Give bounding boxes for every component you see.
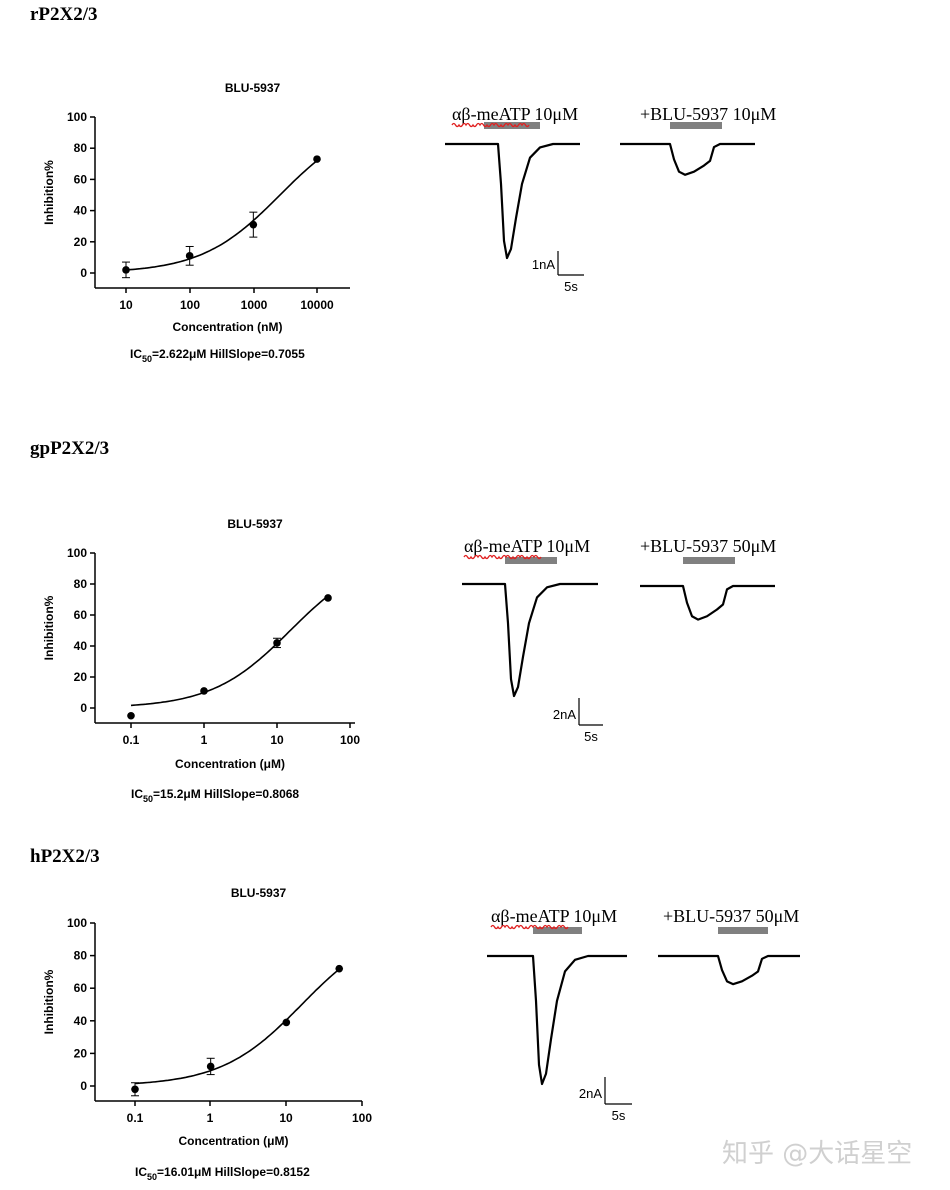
section3-spellcheck-underline — [490, 924, 569, 930]
chart3-caption-ic: IC — [135, 1165, 147, 1179]
chart3-y-axis-label: Inhibition% — [42, 969, 56, 1034]
chart2-x-tick-label-10: 10 — [270, 733, 284, 747]
section1-spellcheck-underline — [451, 122, 530, 128]
chart2-caption-ic: IC — [131, 787, 143, 801]
chart2-caption: IC50=15.2μM HillSlope=0.8068 — [131, 787, 299, 804]
chart3-y-tick-label-0: 0 — [80, 1079, 87, 1093]
chart3-fit-curve — [134, 968, 340, 1085]
chart1-data-point-0 — [122, 266, 130, 274]
chart3-x-tick-label-100: 100 — [352, 1111, 372, 1125]
watermark-text: 知乎 @大话星空 — [722, 1139, 912, 1169]
chart1-y-tick-label-20: 20 — [74, 235, 88, 249]
chart1-y-tick-label-60: 60 — [74, 172, 88, 186]
chart1-data-point-3 — [313, 155, 321, 163]
chart3-y-tick-label-60: 60 — [74, 981, 88, 995]
chart1-caption-ic: IC — [130, 347, 142, 361]
chart3-caption: IC50=16.01μM HillSlope=0.8152 — [135, 1165, 310, 1182]
section3-agonist-application-bar — [533, 927, 582, 934]
chart1-fit-curve — [125, 160, 318, 271]
chart2-x-axis-label: Concentration (μM) — [175, 757, 285, 771]
chart2-data-point-0 — [127, 711, 135, 720]
section2-antagonist-application-bar — [683, 557, 735, 564]
chart1-x-tick-label-100: 100 — [180, 298, 200, 312]
chart1-data-point-2 — [249, 220, 258, 229]
section2-agonist-application-bar — [505, 557, 557, 564]
section2-control-current-trace — [462, 582, 598, 698]
chart2-data-point-2 — [273, 639, 281, 647]
section2-spellcheck-underline — [463, 554, 542, 560]
chart2-title: BLU-5937 — [227, 517, 283, 531]
section3-scale-bar-time-label: 5s — [612, 1108, 626, 1123]
chart1-x-tick-label-10: 10 — [119, 298, 133, 312]
chart2-y-tick-label-40: 40 — [74, 639, 88, 653]
chart1-y-axis-label: Inhibition% — [42, 160, 56, 225]
chart1-caption: IC50=2.622μM HillSlope=0.7055 — [130, 347, 305, 364]
chart3-data-point-3 — [335, 964, 344, 973]
chart1-data-point-1 — [185, 252, 194, 260]
section1-scale-bar-time-label: 5s — [564, 279, 578, 294]
section2-blocked-current-trace — [640, 584, 775, 621]
chart3-x-tick-label-10: 10 — [279, 1111, 293, 1125]
chart1-x-axis-label: Concentration (nM) — [173, 320, 283, 334]
chart2-fit-curve — [130, 595, 329, 707]
chart3-x-tick-label-1: 1 — [207, 1111, 214, 1125]
chart1-y-tick-label-40: 40 — [74, 204, 88, 218]
chart1-x-tick-label-1000: 1000 — [241, 298, 268, 312]
section1-antagonist-label: +BLU-5937 10μM — [640, 104, 776, 124]
chart3-y-tick-label-80: 80 — [74, 949, 88, 963]
chart1-title: BLU-5937 — [225, 81, 281, 95]
chart3-caption-values: =16.01μM HillSlope=0.8152 — [157, 1165, 310, 1179]
chart2-y-tick-label-80: 80 — [74, 577, 88, 591]
chart3-x-axis-label: Concentration (μM) — [179, 1134, 289, 1148]
chart2-x-tick-label-0.1: 0.1 — [123, 733, 140, 747]
section1-blocked-current-trace — [620, 142, 755, 176]
section1-antagonist-application-bar — [670, 122, 722, 129]
section3-control-current-trace — [487, 954, 627, 1086]
chart1-y-tick-label-100: 100 — [67, 110, 87, 124]
chart2-y-tick-label-0: 0 — [80, 701, 87, 715]
section3-antagonist-application-bar — [718, 927, 768, 934]
chart1-y-tick-label-80: 80 — [74, 141, 88, 155]
chart2-y-axis-label: Inhibition% — [42, 595, 56, 660]
chart1-x-tick-label-10000: 10000 — [300, 298, 334, 312]
chart3-data-point-1 — [206, 1062, 215, 1071]
chart2-y-tick-label-60: 60 — [74, 608, 88, 622]
chart3-y-tick-label-20: 20 — [74, 1046, 88, 1060]
section1-agonist-label: αβ-meATP 10μM — [452, 104, 578, 124]
section-title-hp2x23: hP2X2/3 — [30, 846, 100, 867]
chart2-data-point-3 — [324, 594, 332, 602]
chart2-x-tick-label-100: 100 — [340, 733, 360, 747]
chart2-caption-sub: 50 — [143, 794, 153, 804]
chart3-x-tick-label-0.1: 0.1 — [127, 1111, 144, 1125]
chart1-caption-values: =2.622μM HillSlope=0.7055 — [152, 347, 305, 361]
chart3-data-point-2 — [282, 1018, 291, 1027]
section2-antagonist-label: +BLU-5937 50μM — [640, 536, 776, 556]
chart3-y-tick-label-100: 100 — [67, 916, 87, 930]
chart2-y-tick-label-100: 100 — [67, 546, 87, 560]
chart3-caption-sub: 50 — [147, 1172, 157, 1182]
section1-scale-bar-current-label: 1nA — [532, 257, 555, 272]
chart2-data-point-1 — [200, 687, 208, 695]
chart2-x-tick-label-1: 1 — [201, 733, 208, 747]
chart2-caption-values: =15.2μM HillSlope=0.8068 — [153, 787, 299, 801]
section3-blocked-current-trace — [658, 954, 800, 986]
section-title-gpp2x23: gpP2X2/3 — [30, 438, 110, 459]
section3-agonist-label: αβ-meATP 10μM — [491, 906, 617, 926]
chart3-y-tick-label-40: 40 — [74, 1014, 88, 1028]
chart3-data-point-0 — [131, 1085, 139, 1094]
section1-control-current-trace — [445, 142, 580, 260]
chart3-title: BLU-5937 — [231, 886, 287, 900]
chart1-caption-sub: 50 — [142, 354, 152, 364]
section3-scale-bar-current-label: 2nA — [579, 1086, 602, 1101]
section3-antagonist-label: +BLU-5937 50μM — [663, 906, 799, 926]
chart2-y-tick-label-20: 20 — [74, 670, 88, 684]
section2-scale-bar-time-label: 5s — [584, 729, 598, 744]
chart1-y-tick-label-0: 0 — [80, 266, 87, 280]
section2-agonist-label: αβ-meATP 10μM — [464, 536, 590, 556]
section2-scale-bar-current-label: 2nA — [553, 707, 576, 722]
section-title-rp2x23: rP2X2/3 — [30, 4, 98, 25]
